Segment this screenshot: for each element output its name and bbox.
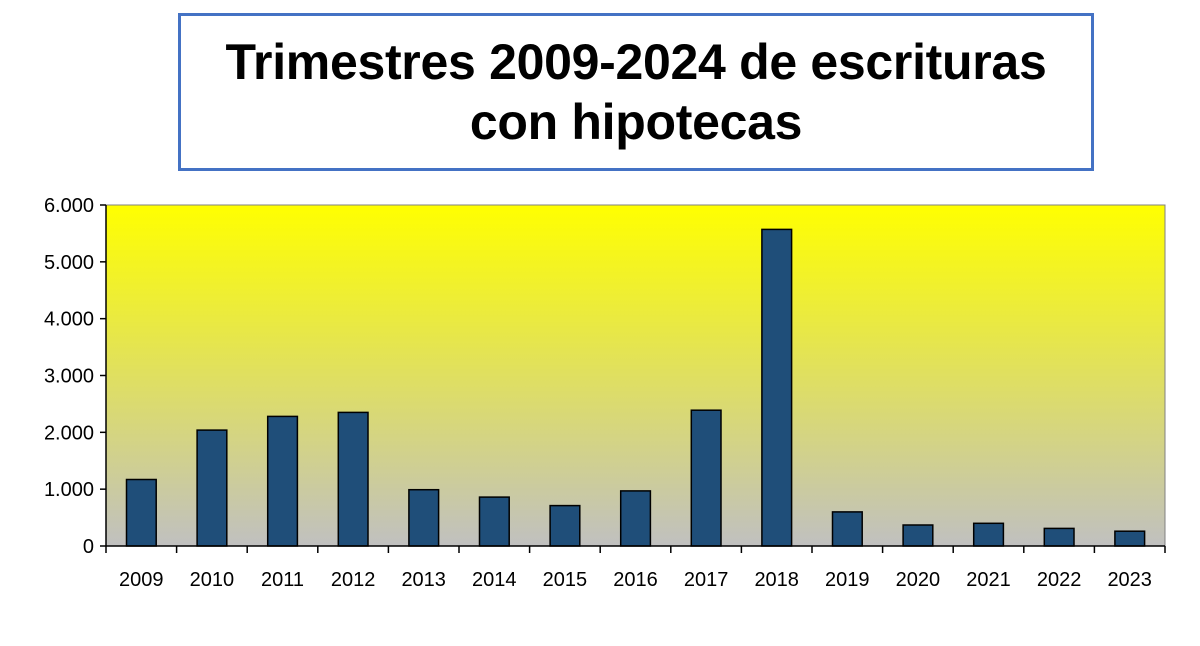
bar-2023	[1114, 530, 1146, 547]
x-tick-label-2011: 2011	[261, 569, 304, 591]
x-tick-labels: 2009 2010 2011 2012 2013 2014 2015 2016 2017 2018…	[119, 569, 1152, 591]
x-tick-label-2020: 2020	[896, 569, 941, 591]
x-tick-label-2022: 2022	[1037, 569, 1082, 591]
x-tick-label-2015: 2015	[543, 569, 588, 591]
x-tick-label-2014: 2014	[472, 569, 517, 591]
x-tick-label-2023: 2023	[1107, 569, 1152, 591]
bar-2018	[761, 228, 793, 547]
bar-2016	[619, 490, 652, 547]
x-tick-label-2017: 2017	[684, 569, 729, 591]
bar-2020	[902, 524, 934, 547]
bar-2009	[125, 478, 157, 547]
axes-group	[100, 204, 1166, 553]
bar-2013	[408, 488, 440, 547]
bar-2019	[831, 511, 863, 547]
bar-2012	[337, 411, 369, 547]
x-tick-label-2009: 2009	[119, 569, 164, 591]
y-tick-label-5000: 5.000	[44, 252, 94, 274]
y-tick-label-4000: 4.000	[44, 309, 94, 331]
chart-title: Trimestres 2009-2024 de escrituras con h…	[225, 34, 1047, 150]
x-tick-label-2010: 2010	[190, 569, 235, 591]
x-tick-label-2021: 2021	[966, 569, 1011, 591]
y-tick-labels: 0 1.000 2.000 3.000 4.000 5.000 6.000	[44, 195, 94, 558]
x-tick-label-2013: 2013	[401, 569, 446, 591]
bar-2015	[549, 504, 581, 547]
bar-2014	[478, 496, 510, 547]
chart-title-box: Trimestres 2009-2024 de escrituras con h…	[178, 13, 1094, 171]
x-tick-label-2018: 2018	[754, 569, 799, 591]
y-tick-label-1000: 1.000	[44, 479, 94, 501]
y-tick-label-6000: 6.000	[44, 195, 94, 217]
x-tick-label-2019: 2019	[825, 569, 870, 591]
x-tick-label-2016: 2016	[613, 569, 658, 591]
y-tick-label-3000: 3.000	[44, 366, 94, 388]
x-tick-label-2012: 2012	[331, 569, 376, 591]
y-tick-label-2000: 2.000	[44, 422, 94, 444]
bar-2017	[690, 409, 722, 547]
bar-2022	[1043, 527, 1075, 547]
bar-2011	[266, 415, 299, 547]
y-tick-label-0: 0	[83, 536, 94, 558]
bar-2021	[972, 522, 1005, 547]
bar-2010	[196, 429, 228, 547]
bars-group	[125, 228, 1146, 547]
